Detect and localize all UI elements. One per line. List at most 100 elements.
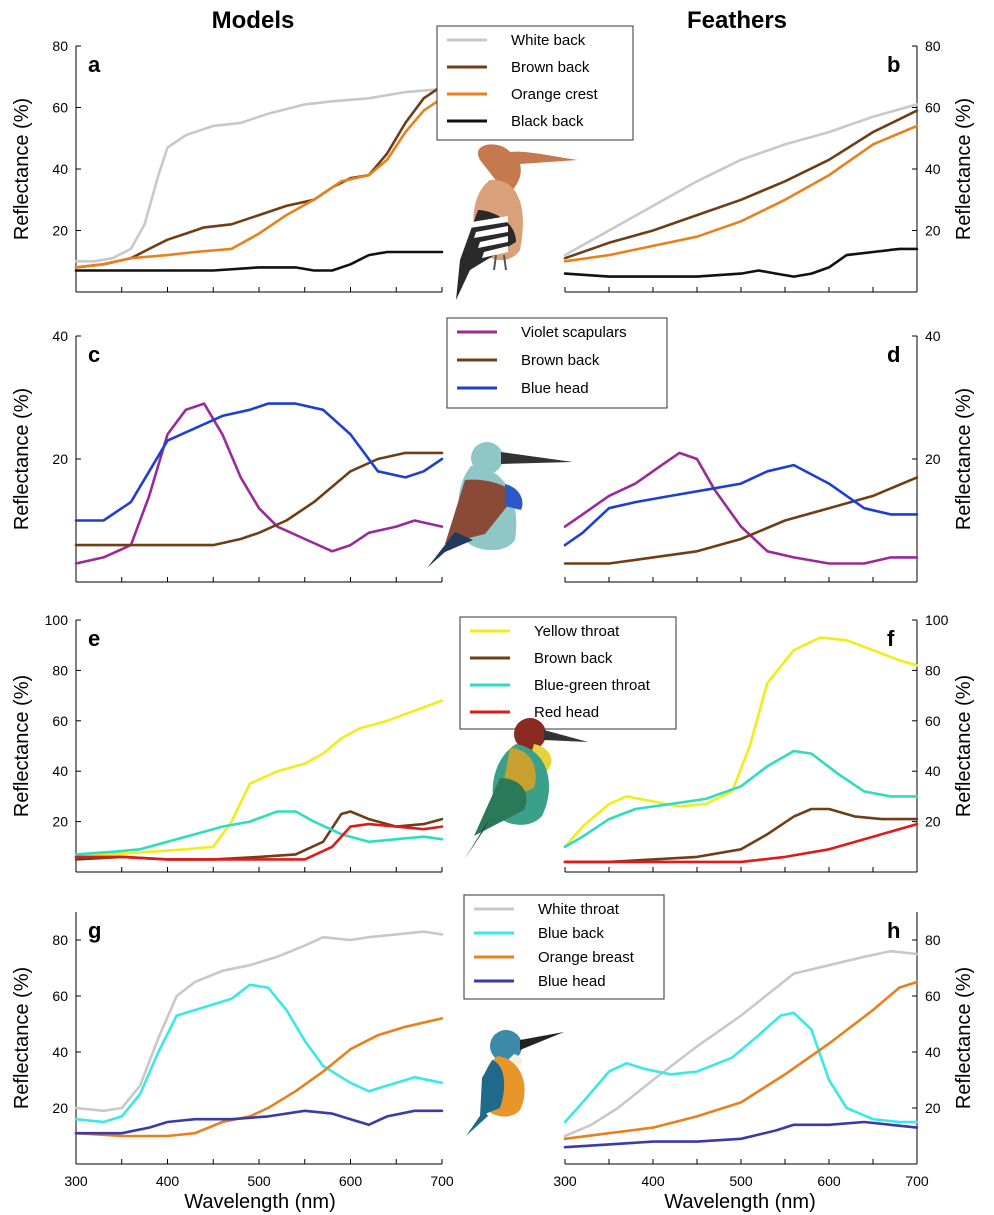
roller-tail-icon bbox=[427, 532, 473, 568]
y-axis-label: Reflectance (%) bbox=[953, 388, 975, 530]
kingfisher-tail-icon bbox=[466, 1110, 488, 1136]
x-tick-label: 400 bbox=[156, 1173, 180, 1189]
y-tick-label: 80 bbox=[52, 38, 68, 54]
y-tick-label: 20 bbox=[925, 451, 941, 467]
series-line bbox=[563, 807, 919, 864]
panel-d: 20 40 Reflectance (%) d bbox=[563, 328, 975, 583]
panel-c: 20 40 Reflectance (%) c Violet scapulars Brow… bbox=[11, 317, 668, 583]
legend-label: Violet scapulars bbox=[521, 324, 627, 341]
series-line bbox=[74, 983, 444, 1124]
legend-label: Blue back bbox=[538, 925, 604, 942]
models-column-title: Models bbox=[212, 7, 295, 34]
series-line bbox=[563, 980, 919, 1141]
y-tick-label: 40 bbox=[52, 161, 68, 177]
series-line bbox=[74, 97, 444, 269]
panel-b: 20 40 60 80 Reflectance (%) b bbox=[563, 38, 975, 293]
hoopoe-leg bbox=[503, 254, 507, 271]
x-tick-label: 700 bbox=[905, 1173, 929, 1189]
y-tick-label: 60 bbox=[52, 100, 68, 116]
series-line bbox=[563, 1011, 919, 1124]
bee-eater-beak-icon bbox=[544, 730, 588, 742]
series-line bbox=[563, 636, 919, 849]
panel-letter: a bbox=[88, 52, 101, 77]
panel-letter: e bbox=[88, 626, 100, 651]
legend: White back Brown back Orange crest Black ba… bbox=[436, 25, 634, 141]
y-tick-label: 100 bbox=[925, 612, 949, 628]
legend-label: Brown back bbox=[521, 352, 600, 369]
legend-label: Blue head bbox=[521, 380, 589, 397]
legend: Yellow throat Brown back Blue-green throat… bbox=[459, 616, 677, 730]
legend-label: Brown back bbox=[511, 59, 590, 76]
legend-label: Black back bbox=[511, 113, 584, 130]
y-tick-label: 20 bbox=[925, 814, 941, 830]
series-line bbox=[74, 930, 444, 1113]
y-tick-label: 20 bbox=[52, 223, 68, 239]
y-tick-label: 20 bbox=[52, 814, 68, 830]
y-tick-label: 80 bbox=[925, 932, 941, 948]
legend-label: Brown back bbox=[534, 650, 613, 667]
hoopoe-wing-bar bbox=[482, 246, 508, 258]
series-line bbox=[563, 822, 919, 864]
bee-eater-wing-icon bbox=[474, 778, 527, 836]
legend-label: Red head bbox=[534, 704, 599, 721]
y-axis-label: Reflectance (%) bbox=[953, 967, 975, 1109]
series-line bbox=[74, 699, 444, 859]
panel-e: 20 40 60 80 100 Reflectance (%) e Yellow throat… bbox=[11, 612, 677, 873]
panel-letter: b bbox=[887, 52, 900, 77]
y-axis-label: Reflectance (%) bbox=[953, 675, 975, 817]
roller-back-icon bbox=[445, 479, 517, 544]
series-line bbox=[563, 1120, 919, 1149]
y-axis-label: Reflectance (%) bbox=[11, 967, 33, 1109]
legend-label: Orange crest bbox=[511, 86, 599, 103]
series-line bbox=[563, 451, 919, 565]
roller-illustration bbox=[427, 442, 573, 568]
x-tick-label: 600 bbox=[339, 1173, 363, 1189]
roller-beak-icon bbox=[501, 452, 573, 464]
legend-label: Blue head bbox=[538, 973, 606, 990]
y-tick-label: 40 bbox=[52, 1044, 68, 1060]
panel-g: 300 400 500 600 700 20 40 60 80 Reflectance (%) g W… bbox=[11, 894, 665, 1189]
y-tick-label: 60 bbox=[925, 988, 941, 1004]
kingfisher-beak-icon bbox=[520, 1032, 564, 1050]
hoopoe-wing-bar bbox=[478, 236, 508, 248]
y-tick-label: 60 bbox=[52, 988, 68, 1004]
series-line bbox=[74, 402, 444, 522]
panels-layer: 20 40 60 80 Reflectance (%) a White back Brown … bbox=[11, 25, 975, 1189]
legend-label: White throat bbox=[538, 901, 620, 918]
panel-h: 300 400 500 600 700 20 40 60 80 Reflectance (%) h bbox=[553, 912, 975, 1189]
series-line bbox=[74, 1109, 444, 1135]
y-tick-label: 20 bbox=[52, 451, 68, 467]
x-axis-label-right: Wavelength (nm) bbox=[664, 1191, 816, 1213]
y-tick-label: 20 bbox=[925, 1100, 941, 1116]
series-line bbox=[74, 250, 444, 272]
feathers-column-title: Feathers bbox=[687, 7, 787, 34]
series-line bbox=[563, 949, 919, 1138]
panel-f: 20 40 60 80 100 Reflectance (%) f bbox=[563, 612, 975, 873]
y-tick-label: 40 bbox=[52, 328, 68, 344]
kingfisher-illustration bbox=[466, 1030, 564, 1136]
legend-label: Blue-green throat bbox=[534, 677, 651, 694]
roller-head-icon bbox=[471, 442, 503, 474]
legend-label: White back bbox=[511, 32, 586, 49]
y-tick-label: 40 bbox=[925, 1044, 941, 1060]
series-line bbox=[74, 451, 444, 547]
series-line bbox=[74, 402, 444, 565]
x-tick-label: 500 bbox=[247, 1173, 271, 1189]
y-axis-label: Reflectance (%) bbox=[953, 98, 975, 240]
hoopoe-wing-bar bbox=[474, 226, 508, 238]
bee-eater-illustration bbox=[464, 718, 588, 860]
x-tick-label: 600 bbox=[817, 1173, 841, 1189]
hoopoe-illustration bbox=[456, 144, 578, 300]
roller-blue-patch-icon bbox=[505, 484, 523, 510]
y-axis-label: Reflectance (%) bbox=[11, 388, 33, 530]
panel-letter: c bbox=[88, 342, 100, 367]
kingfisher-throat-icon bbox=[508, 1054, 522, 1066]
bee-eater-throat-icon bbox=[530, 744, 552, 772]
y-tick-label: 60 bbox=[52, 713, 68, 729]
y-tick-label: 40 bbox=[52, 763, 68, 779]
series-line bbox=[563, 109, 919, 260]
x-axis-label-left: Wavelength (nm) bbox=[184, 1191, 336, 1213]
panel-letter: g bbox=[88, 918, 101, 943]
y-tick-label: 20 bbox=[925, 223, 941, 239]
